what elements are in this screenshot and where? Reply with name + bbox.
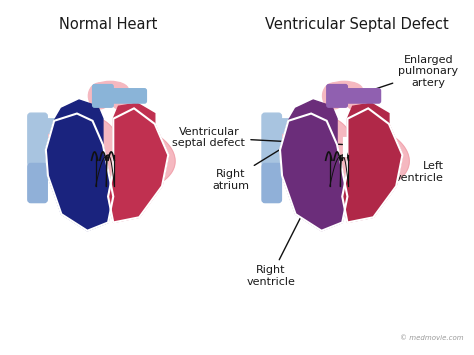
Polygon shape [342, 108, 402, 223]
FancyBboxPatch shape [28, 163, 47, 203]
Polygon shape [47, 114, 175, 215]
Text: © medmovie.com: © medmovie.com [400, 335, 464, 341]
Ellipse shape [322, 83, 346, 109]
Text: Left
ventricle: Left ventricle [391, 152, 444, 183]
FancyBboxPatch shape [92, 84, 113, 107]
Text: Right
ventricle: Right ventricle [246, 209, 305, 286]
Polygon shape [113, 103, 155, 124]
Text: Ventricular
septal defect: Ventricular septal defect [173, 127, 343, 148]
FancyBboxPatch shape [28, 113, 47, 166]
Text: Right
atrium: Right atrium [212, 131, 311, 191]
FancyBboxPatch shape [270, 119, 310, 133]
Ellipse shape [110, 87, 131, 109]
Polygon shape [347, 103, 389, 124]
FancyBboxPatch shape [262, 163, 282, 203]
Text: Ventricular Septal Defect: Ventricular Septal Defect [265, 17, 449, 32]
FancyBboxPatch shape [327, 84, 347, 107]
Text: Enlarged
pulmonary
artery: Enlarged pulmonary artery [360, 55, 458, 94]
FancyBboxPatch shape [36, 119, 76, 133]
FancyBboxPatch shape [335, 89, 381, 103]
Ellipse shape [92, 81, 128, 98]
FancyBboxPatch shape [262, 113, 282, 166]
Ellipse shape [344, 87, 365, 109]
Ellipse shape [88, 83, 111, 109]
Polygon shape [46, 114, 113, 231]
Ellipse shape [326, 81, 363, 98]
Polygon shape [280, 114, 347, 231]
Polygon shape [108, 108, 168, 223]
Text: Normal Heart: Normal Heart [59, 17, 157, 32]
FancyBboxPatch shape [101, 89, 146, 103]
Polygon shape [288, 100, 337, 144]
Polygon shape [54, 100, 103, 144]
Polygon shape [281, 114, 409, 215]
